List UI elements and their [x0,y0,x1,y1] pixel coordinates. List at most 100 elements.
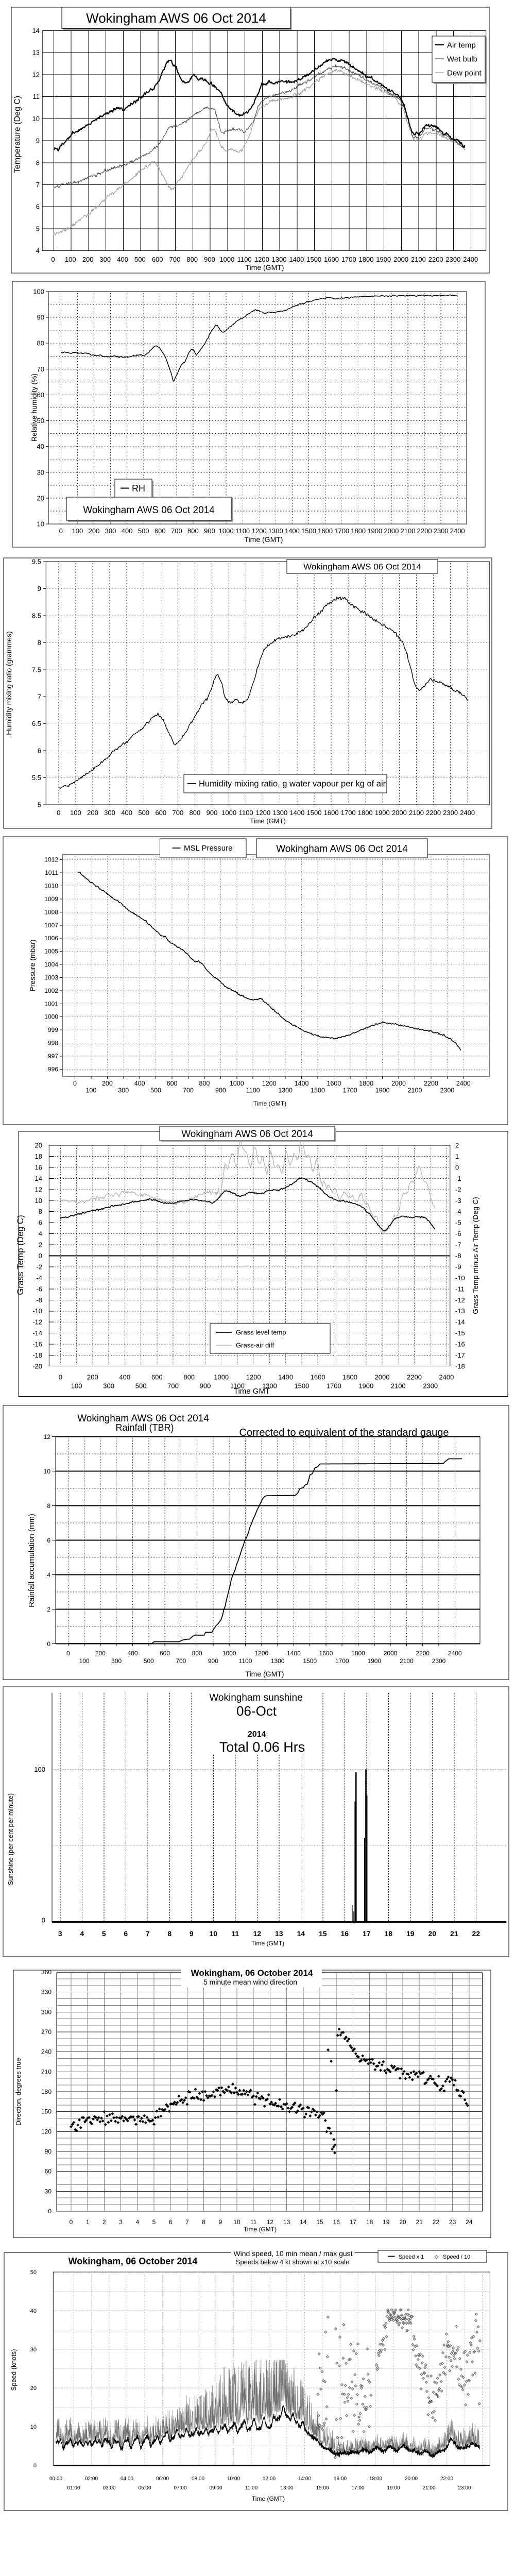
svg-text:997: 997 [48,1053,58,1060]
svg-text:9: 9 [38,585,41,592]
svg-text:4: 4 [47,1571,50,1579]
svg-text:2200: 2200 [407,1374,422,1381]
svg-text:100: 100 [72,527,83,535]
svg-text:1100: 1100 [230,1382,245,1390]
svg-text:1700: 1700 [341,256,356,263]
svg-text:14: 14 [32,27,40,35]
svg-text:1500: 1500 [311,1087,325,1094]
svg-text:330: 330 [41,1989,52,1996]
svg-text:800: 800 [187,527,199,535]
svg-text:Speed x 1: Speed x 1 [399,2254,424,2260]
svg-text:11: 11 [33,93,40,100]
svg-text:300: 300 [118,1087,129,1094]
svg-text:14:00: 14:00 [298,2476,311,2482]
svg-text:04:00: 04:00 [121,2476,133,2482]
svg-text:2300: 2300 [443,809,458,817]
svg-text:1100: 1100 [239,1657,252,1665]
svg-text:Wind speed, 10 min mean / max: Wind speed, 10 min mean / max gust [233,2249,352,2258]
svg-text:7: 7 [36,181,40,189]
svg-text:8.5: 8.5 [32,612,41,619]
svg-text:70: 70 [37,365,44,373]
svg-text:20: 20 [30,2385,37,2392]
svg-text:1: 1 [455,1153,459,1160]
svg-text:1300: 1300 [272,809,287,817]
svg-text:6: 6 [36,203,40,211]
svg-text:-12: -12 [32,1318,42,1326]
svg-text:Time (GMT): Time (GMT) [245,535,283,544]
svg-text:1010: 1010 [44,883,58,890]
svg-text:-20: -20 [32,1363,42,1370]
svg-text:2: 2 [455,1142,459,1149]
svg-text:16: 16 [341,1929,349,1938]
svg-text:-18: -18 [32,1351,42,1359]
svg-text:180: 180 [41,2088,52,2095]
svg-text:1000: 1000 [221,809,236,817]
svg-text:8: 8 [39,1208,42,1215]
svg-text:1800: 1800 [358,809,373,817]
svg-text:9: 9 [190,1929,194,1938]
svg-text:Temperature (Deg C): Temperature (Deg C) [13,96,22,173]
svg-text:21: 21 [450,1929,458,1938]
svg-text:Sunshine (per cent per minute): Sunshine (per cent per minute) [7,1793,14,1885]
svg-text:1300: 1300 [272,256,287,263]
svg-text:1300: 1300 [262,1382,277,1390]
svg-text:1200: 1200 [254,1650,268,1657]
svg-text:03:00: 03:00 [102,2485,115,2491]
svg-text:270: 270 [41,2028,52,2036]
svg-text:Direction, degrees true: Direction, degrees true [14,2058,22,2126]
svg-text:-17: -17 [455,1351,465,1359]
svg-text:Time GMT: Time GMT [234,1387,270,1396]
svg-text:6: 6 [38,747,41,755]
svg-text:Speeds below 4 kt shown at x10: Speeds below 4 kt shown at x10 scale [236,2258,349,2266]
svg-text:3: 3 [58,1929,62,1938]
svg-text:1200: 1200 [255,809,270,817]
svg-text:Grass-air diff: Grass-air diff [236,1342,274,1349]
svg-text:1600: 1600 [318,527,333,535]
svg-text:17: 17 [363,1929,371,1938]
svg-text:8: 8 [38,639,41,647]
svg-text:1008: 1008 [44,908,58,916]
svg-text:Grass level temp: Grass level temp [236,1329,286,1336]
svg-text:60: 60 [37,391,44,399]
svg-text:Grass Temp minus Air Temp (Deg: Grass Temp minus Air Temp (Deg C) [471,1197,479,1314]
svg-text:12:00: 12:00 [263,2476,276,2482]
svg-text:-6: -6 [36,1285,42,1293]
svg-text:5: 5 [36,225,40,232]
svg-text:15: 15 [319,1929,327,1938]
svg-text:2000: 2000 [384,527,399,535]
svg-text:15: 15 [316,2218,323,2226]
svg-text:600: 600 [167,1080,178,1087]
svg-text:20: 20 [428,1929,437,1938]
svg-text:40: 40 [30,2308,37,2314]
svg-text:4: 4 [135,2218,139,2226]
svg-text:996: 996 [48,1065,58,1073]
svg-text:12: 12 [35,1185,42,1193]
svg-text:14: 14 [300,2218,307,2226]
svg-text:1000: 1000 [214,1374,229,1381]
svg-text:1009: 1009 [44,895,58,903]
svg-text:14: 14 [35,1175,42,1182]
svg-text:8: 8 [47,1502,50,1510]
svg-text:23:00: 23:00 [458,2485,471,2491]
svg-text:1400: 1400 [278,1374,293,1381]
svg-text:16: 16 [35,1163,42,1171]
svg-text:1400: 1400 [287,1650,301,1657]
svg-text:Time (GMT): Time (GMT) [244,2226,277,2233]
svg-text:10: 10 [30,2424,37,2430]
svg-text:11: 11 [231,1929,239,1938]
svg-text:9: 9 [218,2218,222,2226]
svg-text:1200: 1200 [246,1374,261,1381]
svg-text:2300: 2300 [440,1087,454,1094]
svg-text:2000: 2000 [392,809,407,817]
svg-text:5 minute mean wind direction: 5 minute mean wind direction [203,1978,297,1986]
svg-text:0: 0 [66,1650,70,1657]
svg-text:2: 2 [47,1606,50,1613]
svg-text:400: 400 [127,1650,138,1657]
svg-text:1800: 1800 [342,1374,357,1381]
svg-text:4: 4 [39,1230,42,1238]
svg-text:2300: 2300 [423,1382,438,1390]
svg-text:1100: 1100 [239,809,253,817]
svg-text:Relative humidity (%): Relative humidity (%) [30,374,38,442]
svg-text:-7: -7 [455,1241,461,1249]
svg-text:-9: -9 [455,1263,461,1270]
